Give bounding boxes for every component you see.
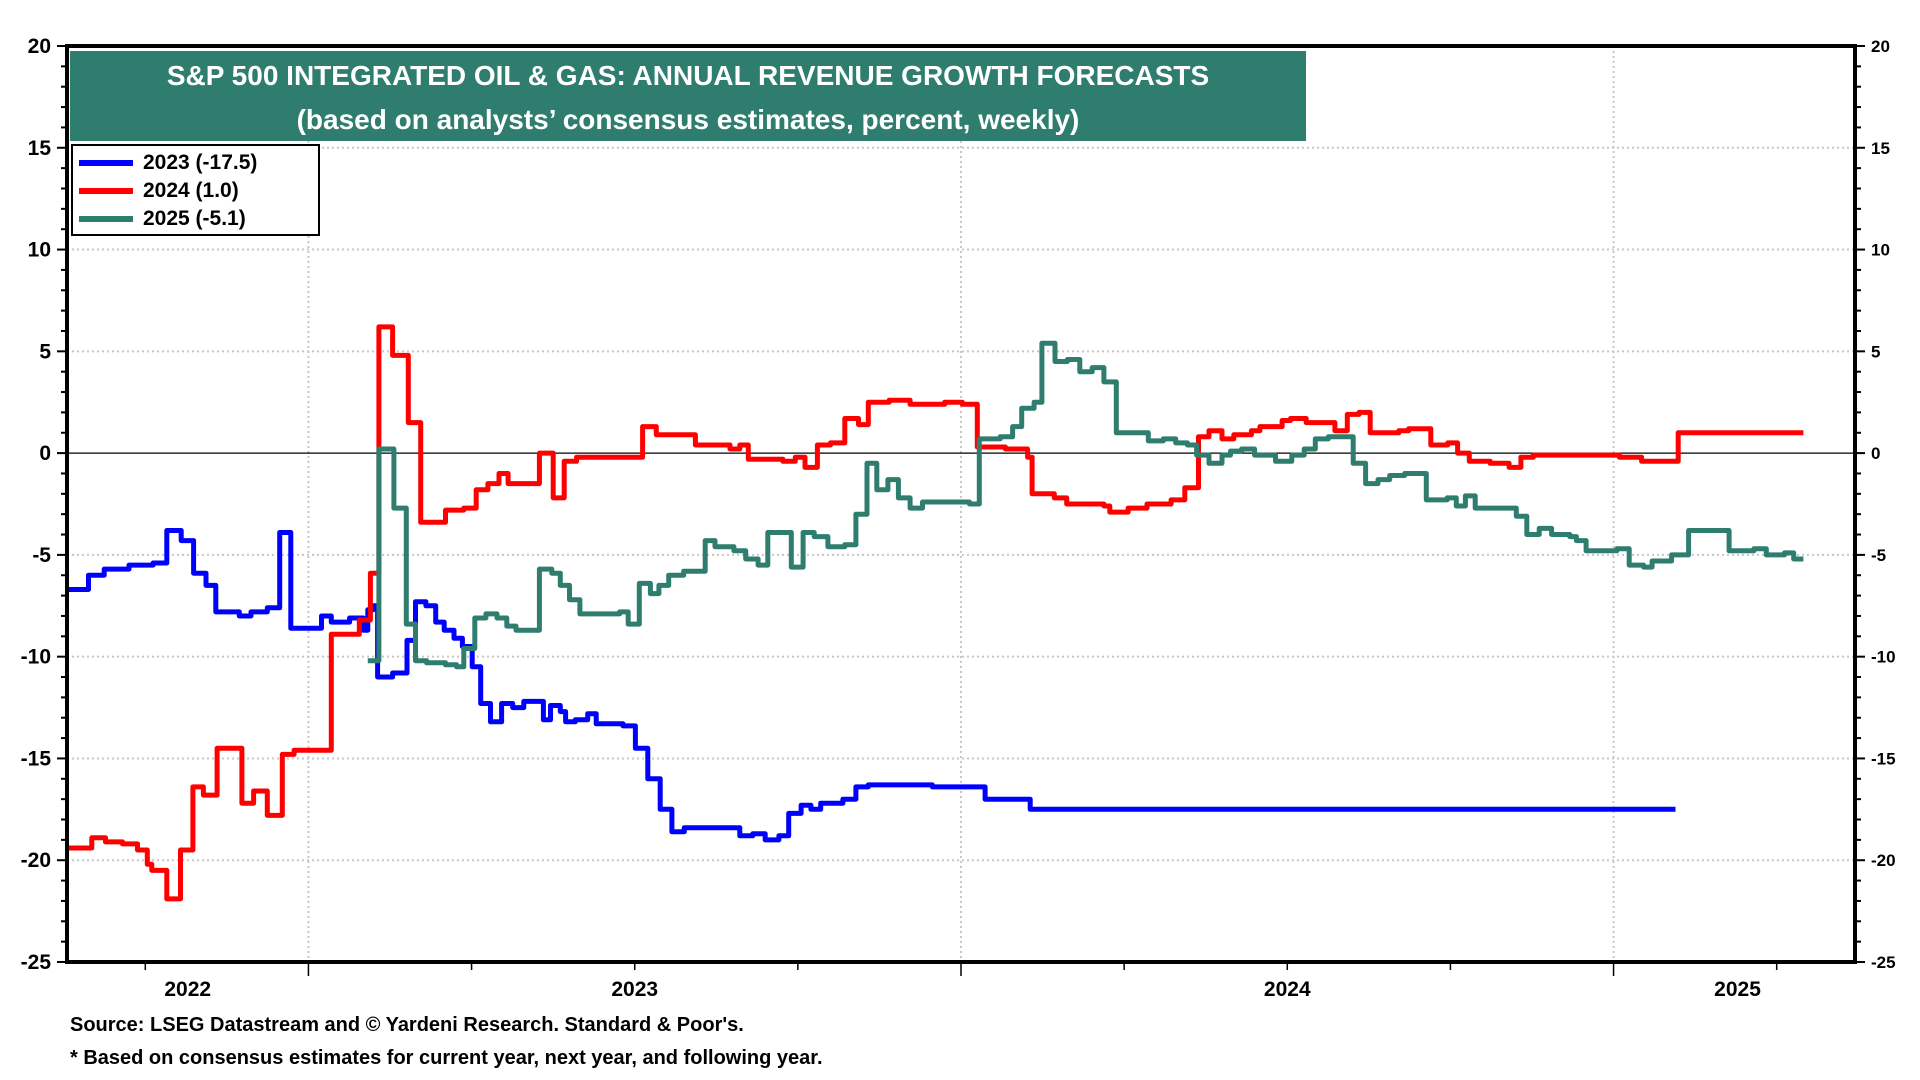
chart-subtitle: (based on analysts’ consensus estimates,… bbox=[296, 104, 1080, 135]
legend-swatch-red bbox=[79, 187, 133, 194]
y-tick-label-right: 15 bbox=[1871, 139, 1890, 158]
legend-item-2024: 2024 (1.0) bbox=[79, 177, 318, 204]
legend-label: 2023 (-17.5) bbox=[143, 150, 258, 174]
chart-title-box: S&P 500 INTEGRATED OIL & GAS: ANNUAL REV… bbox=[70, 51, 1306, 141]
gridlines bbox=[67, 46, 1855, 962]
x-tick-label: 2023 bbox=[611, 978, 658, 1001]
y-tick-label-left: 15 bbox=[28, 137, 52, 160]
y-tick-label-left: -25 bbox=[21, 951, 52, 974]
y-tick-label-right: 5 bbox=[1871, 342, 1880, 361]
y-tick-label-left: -5 bbox=[32, 544, 51, 567]
footnote: * Based on consensus estimates for curre… bbox=[70, 1047, 823, 1069]
y-tick-label-right: -25 bbox=[1871, 953, 1896, 972]
legend: 2023 (-17.5) 2024 (1.0) 2025 (-5.1) bbox=[71, 144, 320, 236]
series-lines bbox=[67, 324, 1804, 902]
y-tick-label-left: 5 bbox=[39, 340, 51, 363]
y-tick-label-right: -20 bbox=[1871, 851, 1896, 870]
y-tick-label-left: -20 bbox=[21, 849, 51, 872]
y-tick-label-right: 20 bbox=[1871, 37, 1890, 56]
y-tick-label-right: 10 bbox=[1871, 241, 1890, 260]
chart-title: S&P 500 INTEGRATED OIL & GAS: ANNUAL REV… bbox=[166, 60, 1210, 91]
x-tick-label: 2022 bbox=[164, 978, 211, 1001]
series-line-2023 bbox=[67, 528, 1676, 843]
y-tick-label-left: 10 bbox=[28, 239, 51, 262]
source-note: Source: LSEG Datastream and © Yardeni Re… bbox=[70, 1014, 744, 1036]
legend-swatch-teal bbox=[79, 215, 133, 222]
legend-label: 2025 (-5.1) bbox=[143, 206, 246, 230]
series-line-2025 bbox=[367, 340, 1804, 670]
series-line-2024 bbox=[67, 324, 1804, 902]
legend-swatch-blue bbox=[79, 159, 133, 166]
y-tick-label-right: -15 bbox=[1871, 749, 1896, 768]
y-tick-label-left: -10 bbox=[21, 646, 51, 669]
y-tick-label-left: -15 bbox=[21, 747, 52, 770]
axes: 20 20 15 15 10 10 5 5 0 0 -5 -5 -10 -10 -15 -15 -20 -20 -2… bbox=[21, 35, 1896, 1001]
y-tick-label-right: -10 bbox=[1871, 648, 1896, 667]
legend-item-2025: 2025 (-5.1) bbox=[79, 205, 318, 232]
y-tick-label-right: -5 bbox=[1871, 546, 1886, 565]
legend-label: 2024 (1.0) bbox=[143, 178, 239, 202]
y-tick-label-right: 0 bbox=[1871, 444, 1880, 463]
y-tick-label-left: 20 bbox=[28, 35, 51, 58]
legend-item-2023: 2023 (-17.5) bbox=[79, 149, 318, 176]
x-tick-label: 2025 bbox=[1714, 978, 1761, 1001]
y-tick-label-left: 0 bbox=[39, 442, 51, 465]
x-tick-label: 2024 bbox=[1264, 978, 1311, 1001]
